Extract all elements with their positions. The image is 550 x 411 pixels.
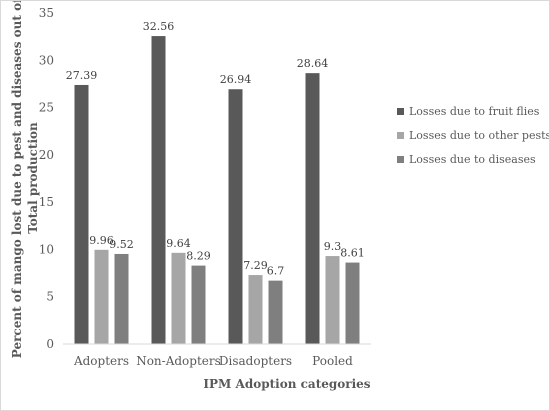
bar-data-label: 6.7 <box>267 265 285 278</box>
bar <box>228 89 243 344</box>
bar-data-labels: 27.39 9.969.52 32.56 9.648.29 26.94 7.29 6.7 28… <box>66 20 365 278</box>
legend-swatch <box>397 108 404 115</box>
bar-data-label: 26.94 <box>220 73 252 86</box>
bar <box>345 262 360 344</box>
y-axis-title-line-2: Total production <box>26 122 40 234</box>
bar <box>151 36 166 344</box>
y-tick-label: 35 <box>39 6 54 20</box>
bar <box>114 253 129 344</box>
x-category-label: Adopters <box>73 354 129 368</box>
bar <box>191 265 206 344</box>
bar <box>268 280 283 344</box>
y-tick-label: 0 <box>46 337 54 351</box>
bar-data-label: 9.52 <box>109 238 134 251</box>
legend-entry: Losses due to fruit flies <box>409 105 540 118</box>
bar-data-label: 32.56 <box>143 20 175 33</box>
y-tick-label: 5 <box>46 290 54 304</box>
bar-data-label: 9.3 <box>324 240 342 253</box>
bar-data-label: 8.61 <box>340 247 365 260</box>
legend: Losses due to fruit flies Losses due to o… <box>397 105 549 166</box>
bar <box>325 256 340 344</box>
bars <box>74 36 360 344</box>
legend-entry: Losses due to other pests <box>409 129 549 142</box>
x-axis-title: IPM Adoption categories <box>203 377 370 391</box>
legend-swatch <box>397 132 404 139</box>
y-tick-label: 15 <box>39 195 54 209</box>
x-category-label: Pooled <box>312 354 353 368</box>
bar-data-label: 9.96 <box>89 234 114 247</box>
y-tick-label: 30 <box>39 53 54 67</box>
bar-data-label: 28.64 <box>297 57 329 70</box>
y-axis-ticks: 0 5 10 15 20 25 30 35 <box>39 6 54 351</box>
x-category-label: Non-Adopters <box>136 354 221 368</box>
legend-swatch <box>397 156 404 163</box>
x-category-label: Disadopters <box>219 354 292 368</box>
bar-data-label: 7.29 <box>243 259 268 272</box>
legend-entry: Losses due to diseases <box>409 153 536 166</box>
bar <box>248 275 263 344</box>
y-tick-label: 25 <box>39 101 54 115</box>
y-tick-label: 10 <box>39 242 54 256</box>
bar-data-label: 8.29 <box>186 250 211 263</box>
bar <box>171 252 186 344</box>
bar-data-label: 27.39 <box>66 69 98 82</box>
bar <box>94 249 109 344</box>
bar-data-label: 9.64 <box>166 237 191 250</box>
bar <box>74 84 89 344</box>
y-axis-title-line-1: Percent of mango lost due to pest and di… <box>10 1 24 358</box>
bar <box>305 73 320 344</box>
y-tick-label: 20 <box>39 148 54 162</box>
